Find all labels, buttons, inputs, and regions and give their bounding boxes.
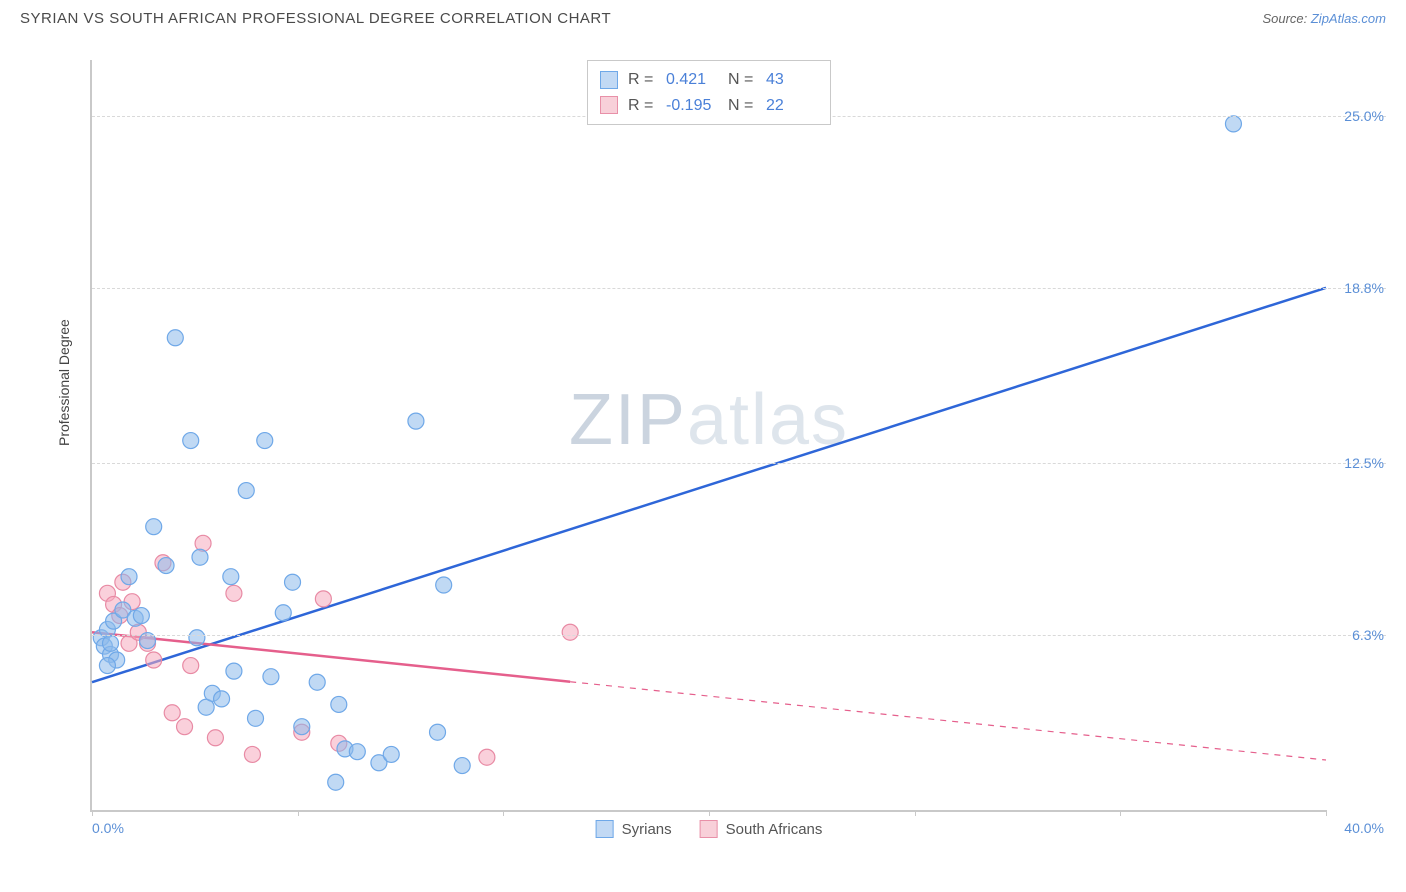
gridline-h — [92, 463, 1386, 464]
data-point-blue — [146, 519, 162, 535]
legend-label: Syrians — [622, 821, 672, 838]
plot-svg — [92, 60, 1326, 810]
n-label: N = — [728, 93, 756, 119]
x-min-label: 0.0% — [92, 820, 124, 836]
trend-line-pink — [92, 632, 570, 682]
data-point-blue — [183, 433, 199, 449]
data-point-blue — [192, 549, 208, 565]
data-point-blue — [189, 630, 205, 646]
data-point-pink — [183, 658, 199, 674]
n-label: N = — [728, 67, 756, 93]
data-point-blue — [238, 483, 254, 499]
x-tick — [1120, 810, 1121, 816]
scatter-plot: ZIPatlas R =0.421N =43R =-0.195N =22 0.0… — [90, 60, 1326, 812]
correlation-legend-row: R = -0.195 N = 22 — [600, 93, 818, 119]
y-tick-label: 25.0% — [1344, 108, 1384, 124]
data-point-pink — [315, 591, 331, 607]
data-point-blue — [1225, 116, 1241, 132]
data-point-blue — [257, 433, 273, 449]
correlation-legend: R = 0.421 N = 43 R = -0.195 N = 22 — [587, 60, 831, 125]
data-point-blue — [158, 558, 174, 574]
r-label: R = — [628, 67, 656, 93]
y-tick-label: 6.3% — [1352, 627, 1384, 643]
source-link[interactable]: ZipAtlas.com — [1311, 11, 1386, 26]
chart-title: SYRIAN VS SOUTH AFRICAN PROFESSIONAL DEG… — [20, 10, 611, 27]
correlation-legend-row: R = 0.421 N = 43 — [600, 67, 818, 93]
data-point-blue — [99, 658, 115, 674]
trend-line-blue — [92, 288, 1326, 682]
r-label: R = — [628, 93, 656, 119]
r-value: -0.195 — [666, 93, 718, 119]
x-tick — [503, 810, 504, 816]
data-point-blue — [285, 574, 301, 590]
y-tick-label: 18.8% — [1344, 280, 1384, 296]
x-tick — [709, 810, 710, 816]
data-point-pink — [177, 719, 193, 735]
data-point-blue — [430, 724, 446, 740]
data-point-blue — [294, 719, 310, 735]
n-value: 43 — [766, 67, 818, 93]
data-point-blue — [349, 744, 365, 760]
gridline-h — [92, 288, 1386, 289]
x-max-label: 40.0% — [1344, 820, 1384, 836]
data-point-blue — [331, 696, 347, 712]
n-value: 22 — [766, 93, 818, 119]
data-point-blue — [454, 758, 470, 774]
legend-swatch — [600, 96, 618, 114]
data-point-blue — [226, 663, 242, 679]
r-value: 0.421 — [666, 67, 718, 93]
legend-label: South Africans — [726, 821, 823, 838]
data-point-pink — [562, 624, 578, 640]
x-tick — [92, 810, 93, 816]
series-legend: Syrians South Africans — [596, 820, 823, 838]
legend-swatch — [596, 820, 614, 838]
source-label: Source: ZipAtlas.com — [1262, 11, 1386, 26]
data-point-blue — [263, 669, 279, 685]
data-point-blue — [383, 746, 399, 762]
legend-swatch — [700, 820, 718, 838]
x-tick — [298, 810, 299, 816]
data-point-pink — [479, 749, 495, 765]
data-point-blue — [214, 691, 230, 707]
y-axis-title: Professional Degree — [56, 319, 72, 446]
data-point-blue — [408, 413, 424, 429]
x-tick — [915, 810, 916, 816]
data-point-blue — [167, 330, 183, 346]
data-point-pink — [195, 535, 211, 551]
data-point-blue — [248, 710, 264, 726]
data-point-pink — [207, 730, 223, 746]
data-point-blue — [436, 577, 452, 593]
data-point-pink — [164, 705, 180, 721]
data-point-pink — [244, 746, 260, 762]
data-point-blue — [328, 774, 344, 790]
data-point-pink — [146, 652, 162, 668]
y-tick-label: 12.5% — [1344, 455, 1384, 471]
data-point-blue — [223, 569, 239, 585]
data-point-pink — [226, 585, 242, 601]
data-point-blue — [121, 569, 137, 585]
data-point-blue — [103, 635, 119, 651]
legend-swatch — [600, 71, 618, 89]
series-legend-item: Syrians — [596, 820, 672, 838]
data-point-blue — [133, 608, 149, 624]
trend-line-pink-extrapolated — [570, 682, 1326, 760]
gridline-h — [92, 635, 1386, 636]
x-tick — [1326, 810, 1327, 816]
data-point-blue — [309, 674, 325, 690]
data-point-blue — [275, 605, 291, 621]
series-legend-item: South Africans — [700, 820, 823, 838]
source-prefix: Source: — [1262, 11, 1310, 26]
